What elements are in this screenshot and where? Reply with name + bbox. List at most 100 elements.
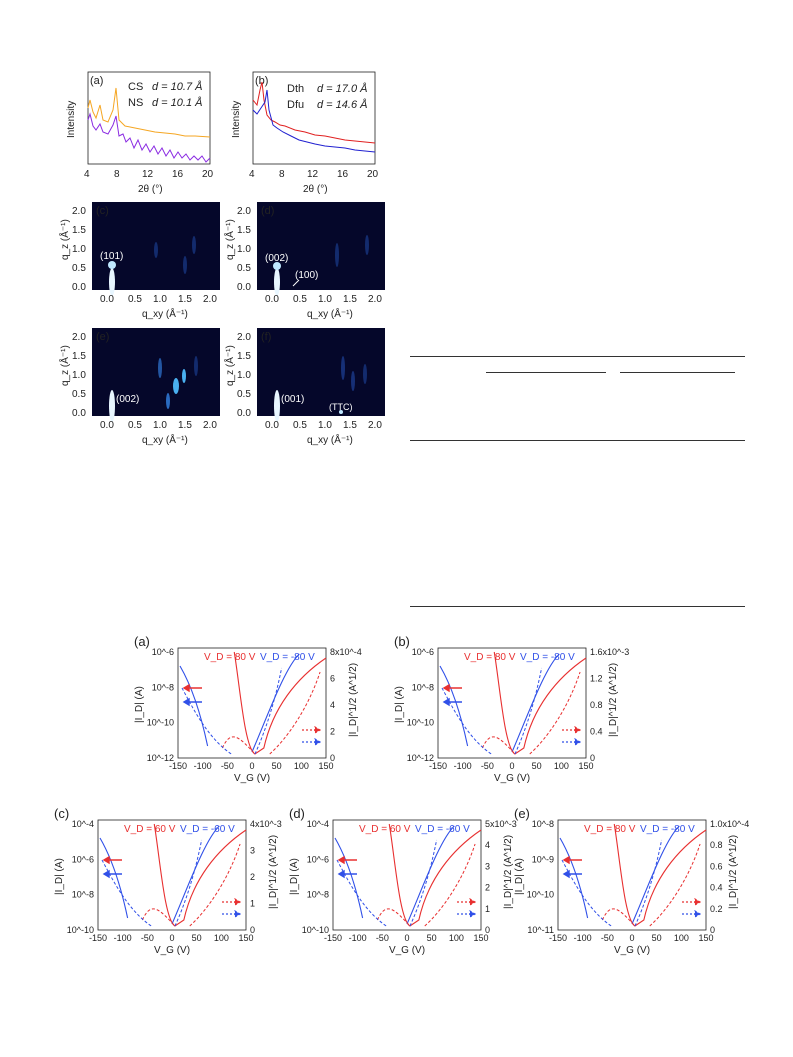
transfer-panel-a: (a)10^-6 10^-8 10^-10 10^-12 8x10^-4 6 4 2 0 -150… bbox=[134, 634, 362, 784]
x-tick-label: 50 bbox=[192, 933, 202, 943]
x-axis-label: V_G (V) bbox=[614, 945, 650, 956]
svg-text:12: 12 bbox=[307, 169, 319, 180]
giwaxs-d-ylabel: q_z (Å⁻¹) bbox=[223, 219, 236, 260]
giwaxs-c-ylabel: q_z (Å⁻¹) bbox=[58, 219, 71, 260]
giwaxs-panel-d: (002) (100) (d) 0.0 0.5 1.0 1.5 2.0 0.0 … bbox=[223, 202, 385, 320]
svg-text:2.0: 2.0 bbox=[237, 206, 251, 217]
giwaxs-e-xlabel: q_xy (Å⁻¹) bbox=[142, 433, 188, 446]
svg-text:2.0: 2.0 bbox=[237, 332, 251, 343]
svg-text:0.5: 0.5 bbox=[237, 263, 251, 274]
x-tick-label: -150 bbox=[169, 761, 187, 771]
svg-text:0.0: 0.0 bbox=[72, 408, 86, 419]
xrd-a-ylabel: Intensity bbox=[66, 101, 77, 138]
left-tick-label: 10^-10 bbox=[527, 890, 554, 900]
xrd-b-ylabel: Intensity bbox=[231, 101, 242, 138]
plot-frame bbox=[177, 647, 327, 759]
plot-frame bbox=[557, 819, 707, 931]
left-tick-label: 10^-12 bbox=[147, 753, 174, 763]
right-tick-label: 0 bbox=[710, 925, 715, 935]
legend-cs: CS d = 10.7 Å bbox=[128, 80, 202, 93]
n-axis-arrow-left bbox=[562, 855, 582, 865]
panel-label: (e) bbox=[514, 806, 530, 821]
legend-ns: NS d = 10.1 Å bbox=[128, 96, 202, 109]
svg-text:1.0: 1.0 bbox=[72, 370, 86, 381]
x-tick-label: 0 bbox=[169, 933, 174, 943]
peak-002: (002) bbox=[265, 253, 288, 264]
table-bottom-rule bbox=[410, 606, 745, 607]
n-axis-arrow-left bbox=[337, 855, 357, 865]
n-axis-arrow-right bbox=[302, 725, 322, 735]
svg-text:2.0: 2.0 bbox=[72, 332, 86, 343]
panel-label-e: (e) bbox=[96, 331, 109, 343]
svg-text:1.0: 1.0 bbox=[237, 370, 251, 381]
x-tick-label: 150 bbox=[578, 761, 593, 771]
x-tick-label: -100 bbox=[114, 933, 132, 943]
peak-002-e: (002) bbox=[116, 394, 139, 405]
vd-p-label: V_D = -60 V bbox=[415, 824, 470, 835]
vd-p-label: V_D = -80 V bbox=[260, 652, 315, 663]
giwaxs-c-yticks: 0.0 0.5 1.0 1.5 2.0 bbox=[72, 206, 86, 293]
n-type-log-curve bbox=[388, 823, 482, 927]
giwaxs-panel-e: (002) (e) 0.0 0.5 1.0 1.5 2.0 0.0 0.5 1.… bbox=[58, 328, 220, 446]
n-type-sqrt-curve bbox=[221, 671, 321, 755]
right-tick-label: 8x10^-4 bbox=[330, 647, 362, 657]
transfer-panel-d: (d)10^-4 10^-6 10^-8 10^-10 5x10^-3 4 3 2 1 0 -150… bbox=[289, 806, 517, 956]
svg-text:1.5: 1.5 bbox=[178, 420, 192, 431]
right-tick-label: 0.4 bbox=[710, 883, 723, 893]
giwaxs-e-xticks: 0.0 0.5 1.0 1.5 2.0 bbox=[100, 420, 217, 431]
giwaxs-d-yticks: 0.0 0.5 1.0 1.5 2.0 bbox=[237, 206, 251, 293]
left-axis-label: |I_D| (A) bbox=[289, 858, 300, 895]
svg-text:0.0: 0.0 bbox=[100, 420, 114, 431]
right-tick-label: 0.2 bbox=[710, 904, 723, 914]
svg-text:1.5: 1.5 bbox=[343, 294, 357, 305]
x-axis-label: V_G (V) bbox=[494, 773, 530, 784]
x-tick-label: -150 bbox=[429, 761, 447, 771]
right-tick-label: 4 bbox=[330, 700, 335, 710]
table-group-rule-2 bbox=[620, 372, 735, 373]
n-type-sqrt-curve bbox=[376, 843, 476, 927]
x-tick-label: 50 bbox=[652, 933, 662, 943]
left-axis-label: |I_D| (A) bbox=[514, 858, 525, 895]
x-axis-label: V_G (V) bbox=[234, 773, 270, 784]
left-tick-label: 10^-10 bbox=[407, 718, 434, 728]
table-group-rule-1 bbox=[486, 372, 606, 373]
n-type-log-curve bbox=[233, 651, 327, 755]
xrd-panel-a: (a) CS d = 10.7 Å NS d = 10.1 Å Intensit… bbox=[66, 71, 214, 195]
panel-label: (a) bbox=[134, 634, 150, 649]
p-axis-arrow-left bbox=[182, 697, 202, 707]
svg-text:4: 4 bbox=[249, 169, 255, 180]
giwaxs-c-xlabel: q_xy (Å⁻¹) bbox=[142, 307, 188, 320]
left-tick-label: 10^-8 bbox=[72, 890, 94, 900]
svg-text:0.5: 0.5 bbox=[293, 294, 307, 305]
left-tick-label: 10^-4 bbox=[72, 819, 94, 829]
n-axis-arrow-right bbox=[222, 897, 242, 907]
svg-text:4: 4 bbox=[84, 169, 90, 180]
svg-text:2.0: 2.0 bbox=[368, 294, 382, 305]
right-tick-label: 1.6x10^-3 bbox=[590, 647, 629, 657]
svg-text:d = 10.1 Å: d = 10.1 Å bbox=[152, 96, 202, 109]
xrd-panel-b: (b) Dth d = 17.0 Å Dfu d = 14.6 Å Intens… bbox=[231, 71, 379, 195]
left-tick-label: 10^-11 bbox=[527, 925, 554, 935]
x-axis-label: V_G (V) bbox=[154, 945, 190, 956]
x-tick-label: -50 bbox=[141, 933, 154, 943]
svg-text:0.5: 0.5 bbox=[72, 389, 86, 400]
svg-text:16: 16 bbox=[172, 169, 184, 180]
x-tick-label: -50 bbox=[221, 761, 234, 771]
n-axis-arrow-right bbox=[682, 897, 702, 907]
giwaxs-f-yticks: 0.0 0.5 1.0 1.5 2.0 bbox=[237, 332, 251, 419]
p-type-sqrt-curve bbox=[181, 667, 283, 755]
legend-dth: Dth d = 17.0 Å bbox=[287, 82, 367, 95]
left-tick-label: 10^-6 bbox=[72, 854, 94, 864]
giwaxs-panel-c: (101) (c) 0.0 0.5 1.0 1.5 2.0 0.0 0.5 1.… bbox=[58, 202, 220, 320]
x-tick-label: -150 bbox=[89, 933, 107, 943]
right-tick-label: 4x10^-3 bbox=[250, 819, 282, 829]
p-type-sqrt-curve bbox=[561, 839, 663, 927]
x-tick-label: 100 bbox=[294, 761, 309, 771]
right-tick-label: 3 bbox=[250, 846, 255, 856]
vd-n-label: V_D = 60 V bbox=[359, 824, 411, 835]
svg-text:2.0: 2.0 bbox=[203, 420, 217, 431]
left-tick-label: 10^-10 bbox=[302, 925, 329, 935]
right-tick-label: 2 bbox=[485, 883, 490, 893]
left-tick-label: 10^-8 bbox=[412, 682, 434, 692]
giwaxs-f-xticks: 0.0 0.5 1.0 1.5 2.0 bbox=[265, 420, 382, 431]
